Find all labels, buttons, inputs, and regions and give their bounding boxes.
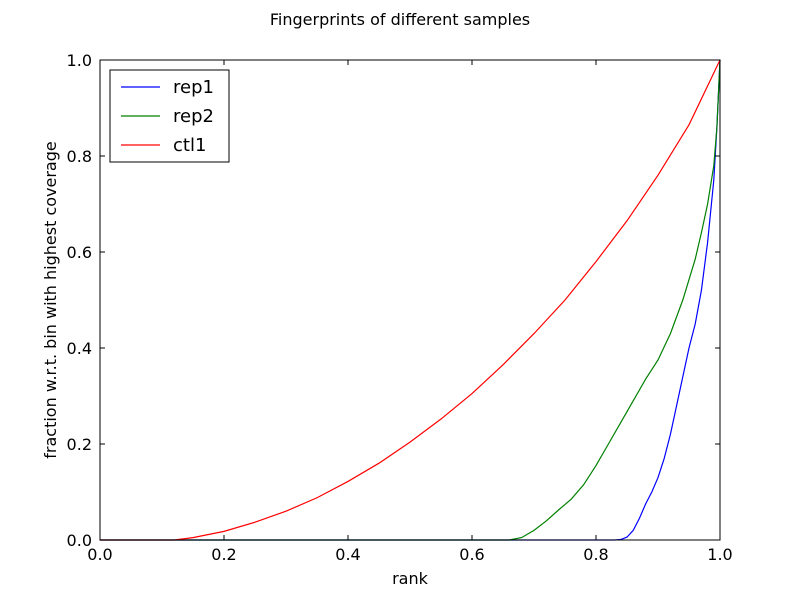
x-tick-label: 0.0 [87,545,112,564]
series-line-ctl1 [100,59,721,541]
plot-frame [99,59,721,541]
y-tick-label: 0.4 [67,339,92,358]
x-tick-label: 1.0 [707,545,732,564]
series-layer [100,59,721,541]
x-tick-label: 0.6 [459,545,484,564]
series-line-rep1 [100,59,721,541]
y-tick-label: 0.8 [67,147,92,166]
x-axis-label: rank [392,569,429,588]
series-line-rep2 [100,59,721,541]
y-tick-label: 1.0 [67,51,92,70]
chart-title: Fingerprints of different samples [270,10,530,29]
y-tick-label: 0.2 [67,435,92,454]
legend-label-ctl1: ctl1 [173,135,206,156]
y-axis-label: fraction w.r.t. bin with highest coverag… [41,141,60,458]
x-tick-label: 0.8 [583,545,608,564]
legend-label-rep1: rep1 [173,77,214,98]
x-tick-label: 0.4 [335,545,360,564]
legend-label-rep2: rep2 [173,106,214,127]
ticks-layer: 0.0 0.2 0.4 0.6 0.8 1.0 0.0 0.2 0.4 0.6 0.8 1.0 [67,51,733,564]
x-tick-label: 0.2 [211,545,236,564]
y-tick-label: 0.6 [67,243,92,262]
legend: rep1 rep2 ctl1 [109,69,230,163]
y-tick-label: 0.0 [67,531,92,550]
